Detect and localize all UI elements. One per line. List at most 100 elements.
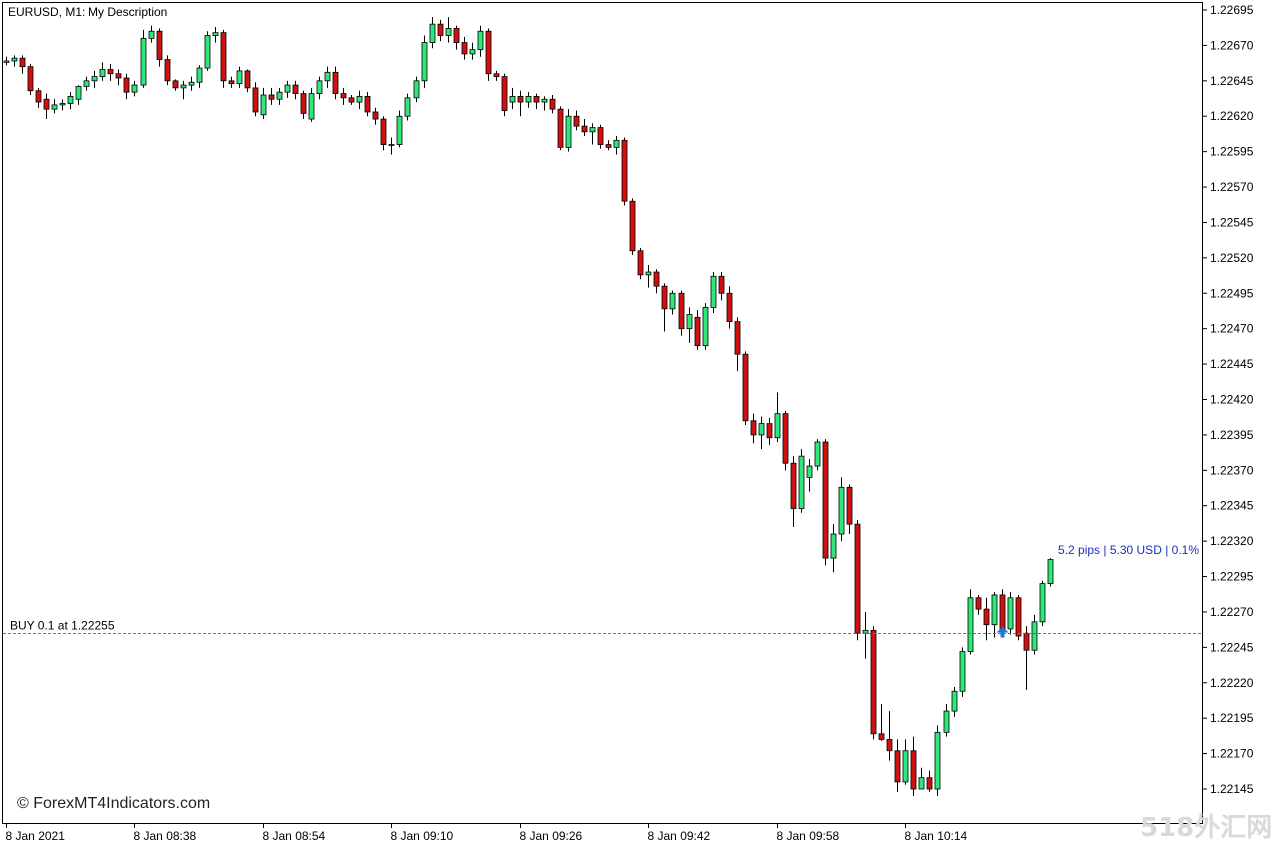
candle-body — [1047, 559, 1054, 585]
candle — [750, 413, 757, 444]
plot-frame — [2, 2, 1203, 824]
candle — [959, 647, 966, 697]
candle-body — [300, 93, 307, 114]
candle — [236, 66, 243, 88]
candle-body — [653, 271, 660, 287]
candle — [156, 28, 163, 67]
candle-body — [597, 127, 604, 145]
candle-body — [421, 42, 428, 82]
candle — [710, 272, 717, 314]
candle — [774, 392, 781, 442]
x-tick-label: 8 Jan 08:38 — [134, 829, 197, 843]
candle-body — [854, 523, 861, 634]
candle-body — [678, 292, 685, 330]
candle-body — [918, 777, 925, 790]
x-tick-label: 8 Jan 09:42 — [648, 829, 711, 843]
candle — [983, 597, 990, 641]
candle-body — [332, 71, 339, 94]
candle-body — [967, 597, 974, 653]
candle-body — [364, 95, 371, 113]
candle-body — [798, 455, 805, 509]
candle-body — [404, 97, 411, 117]
candle — [485, 28, 492, 81]
candle-body — [686, 314, 693, 330]
candle-body — [445, 28, 452, 36]
candle — [348, 94, 355, 105]
candle-body — [573, 115, 580, 127]
candle — [196, 65, 203, 88]
candle-body — [131, 84, 138, 93]
candle-body — [806, 465, 813, 478]
y-tick-label: 1.22420 — [1210, 393, 1254, 407]
candle — [91, 70, 98, 88]
candle-body — [27, 66, 34, 92]
candle-body — [236, 70, 243, 85]
candle — [597, 124, 604, 149]
candle-body — [999, 594, 1006, 630]
candle — [830, 524, 837, 573]
candle — [581, 119, 588, 137]
candle-body — [260, 94, 267, 116]
y-axis: 1.22695 1.22670 1.22645 1.22620 1.22595 1.225… — [1202, 3, 1254, 796]
candle-body — [886, 739, 893, 752]
candle — [629, 198, 636, 256]
x-axis: 8 Jan 2021 8 Jan 08:38 8 Jan 08:54 8 Jan 09… — [6, 823, 968, 843]
candle-body — [19, 57, 26, 68]
candle-body — [316, 80, 323, 94]
candle-body — [140, 37, 147, 86]
candle — [669, 290, 676, 315]
candle — [204, 31, 211, 71]
candles-layer — [3, 17, 1054, 797]
candle — [525, 92, 532, 108]
candle-body — [862, 629, 869, 634]
candle — [926, 770, 933, 792]
candle-body — [35, 90, 42, 103]
candle — [910, 736, 917, 797]
candle — [870, 626, 877, 740]
x-tick-label: 8 Jan 10:14 — [905, 829, 968, 843]
candle-body — [983, 608, 990, 626]
candle — [991, 592, 998, 638]
candle-body — [252, 87, 259, 113]
candle — [878, 704, 885, 741]
candle-body — [533, 95, 540, 103]
y-tick-label: 1.22645 — [1210, 74, 1254, 88]
candle — [589, 123, 596, 145]
candle — [1031, 614, 1038, 655]
candle-body — [276, 91, 283, 100]
candle-body — [910, 750, 917, 790]
candle-body — [589, 127, 596, 133]
candle-body — [1039, 583, 1046, 623]
candle — [894, 739, 901, 792]
candle-body — [613, 139, 620, 148]
candle-body — [718, 275, 725, 294]
candle — [718, 272, 725, 301]
profit-label: 5.2 pips | 5.30 USD | 0.1% — [1058, 543, 1199, 557]
candle-body — [774, 413, 781, 439]
candle-body — [196, 67, 203, 83]
candle — [934, 725, 941, 797]
candle-body — [830, 533, 837, 559]
y-tick-label: 1.22245 — [1210, 640, 1254, 654]
candle — [951, 687, 958, 717]
candle — [380, 116, 387, 151]
candle-body — [324, 71, 331, 82]
candle-body — [637, 250, 644, 276]
candle — [573, 110, 580, 131]
candle-body — [461, 42, 468, 55]
candle — [814, 439, 821, 471]
candle-body — [605, 144, 612, 148]
candle-body — [943, 710, 950, 733]
candle — [605, 140, 612, 151]
candle-body — [702, 307, 709, 347]
candle-body — [934, 731, 941, 790]
candle — [726, 286, 733, 329]
candle-body — [790, 462, 797, 509]
candle-body — [975, 597, 982, 610]
candle-body — [894, 750, 901, 783]
candle — [220, 29, 227, 88]
y-tick-label: 1.22345 — [1210, 499, 1254, 513]
candle — [541, 96, 548, 111]
candle — [148, 25, 155, 43]
